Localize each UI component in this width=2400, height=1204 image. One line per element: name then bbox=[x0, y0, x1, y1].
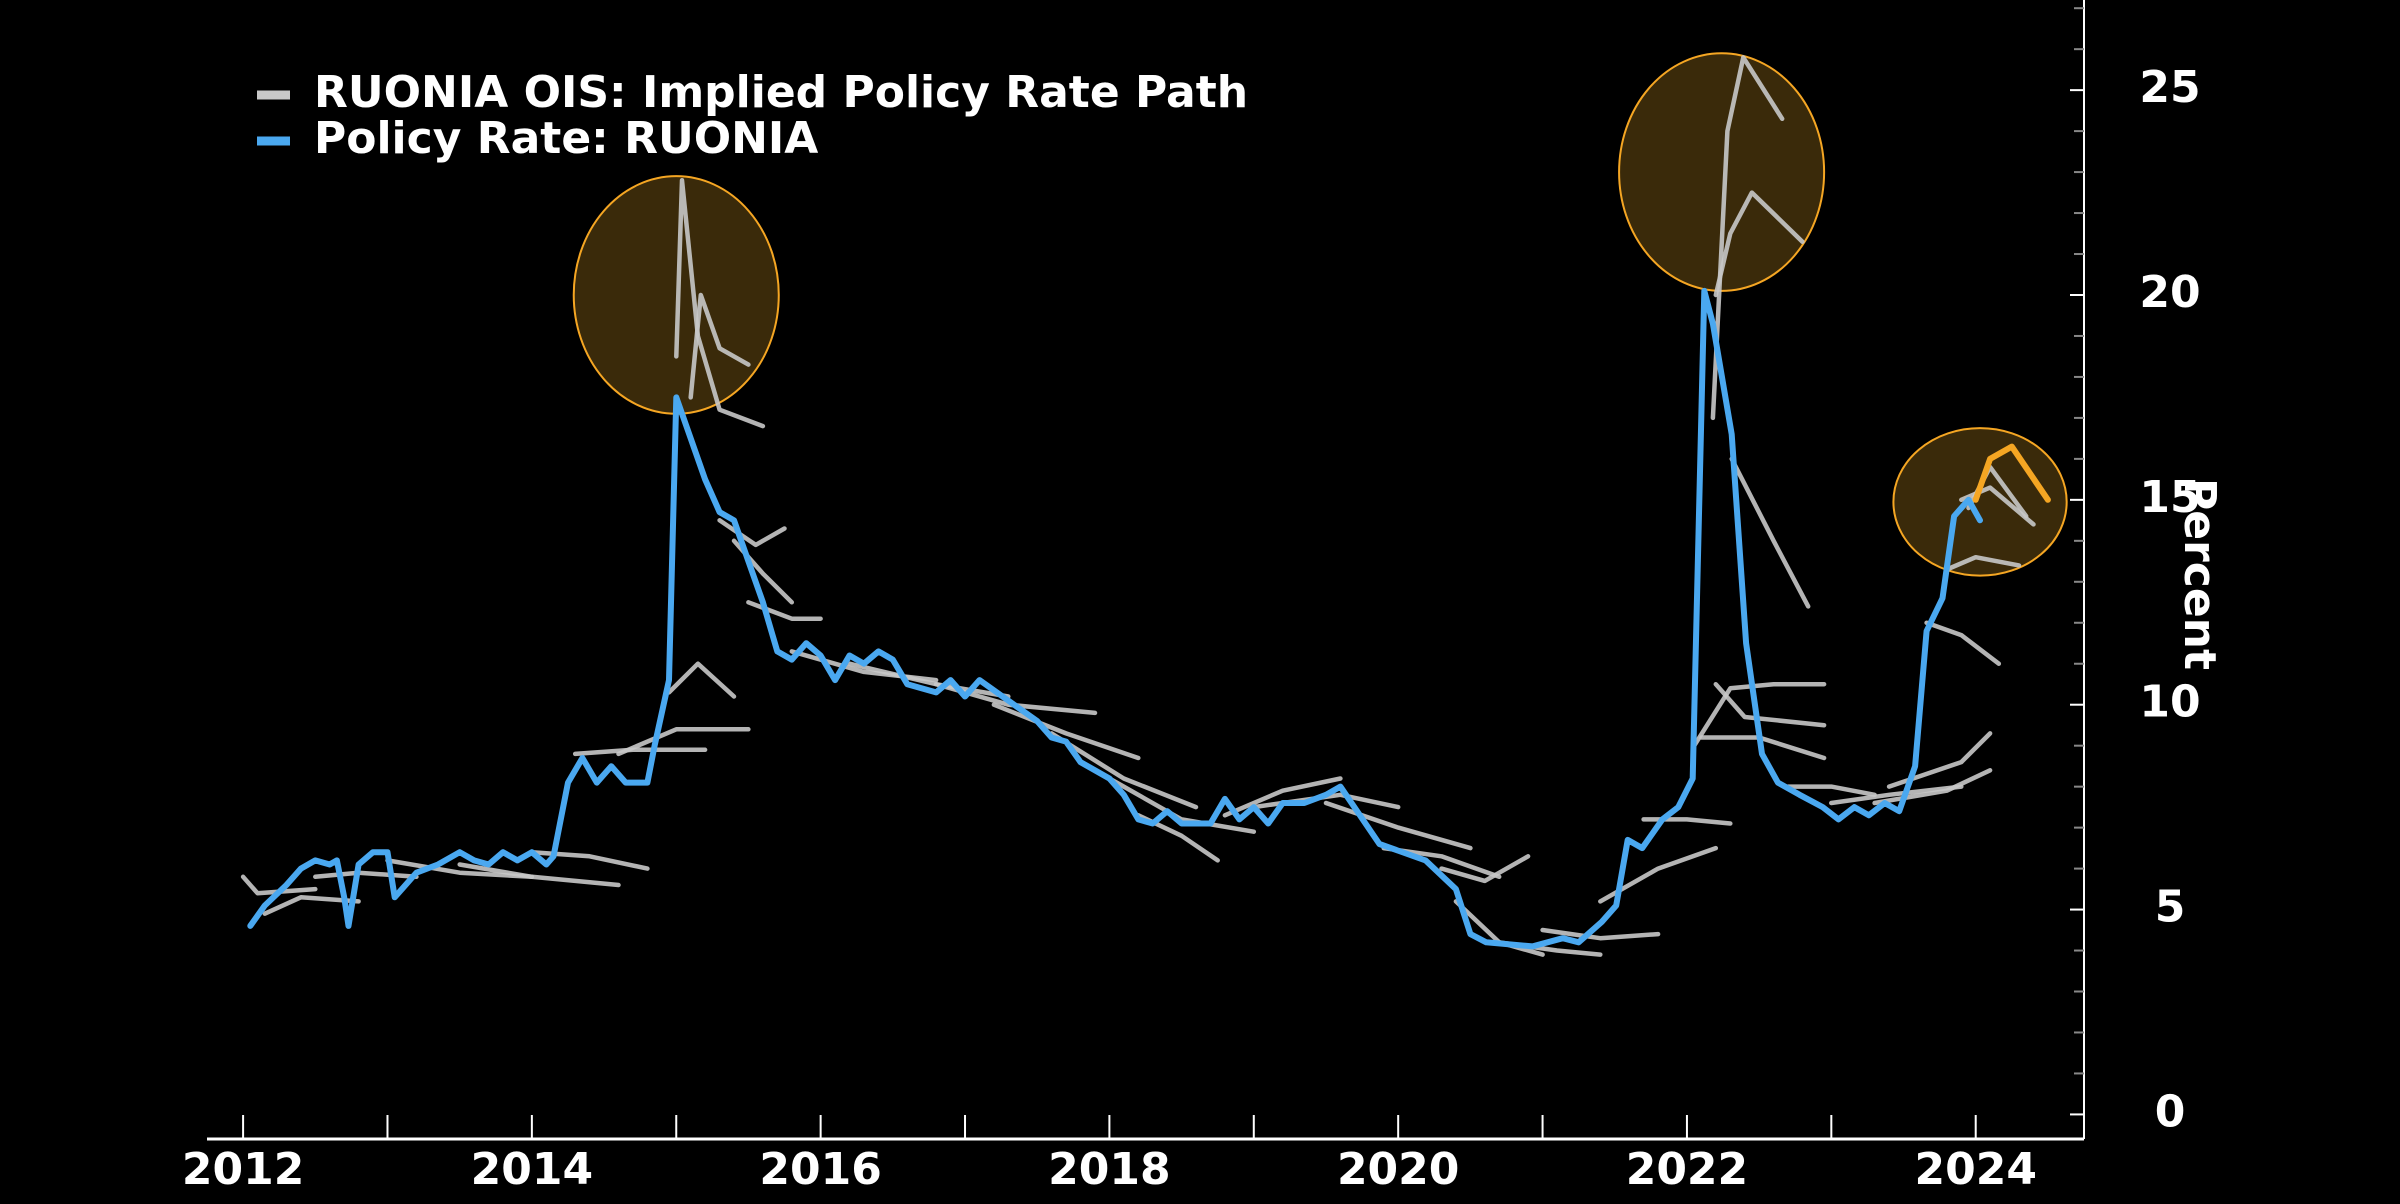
implied-path bbox=[1785, 784, 1877, 798]
implied-path bbox=[688, 292, 751, 400]
x-tick-label: 2018 bbox=[1048, 1144, 1170, 1195]
implied-path bbox=[1924, 620, 2002, 666]
implied-path bbox=[385, 858, 535, 880]
implied-path bbox=[616, 727, 751, 757]
implied-path bbox=[666, 661, 737, 699]
y-axis-title: Percent bbox=[2174, 478, 2225, 670]
implied-path bbox=[1829, 784, 1964, 806]
y-tick-label: 15 bbox=[2139, 472, 2200, 523]
x-tick-label: 2024 bbox=[1914, 1144, 2036, 1195]
highlight-circle bbox=[1618, 52, 1826, 292]
legend-label: RUONIA OIS: Implied Policy Rate Path bbox=[314, 67, 1248, 118]
x-tick-label: 2020 bbox=[1337, 1144, 1459, 1195]
highlight-layer bbox=[572, 52, 2068, 577]
implied-path bbox=[1713, 681, 1827, 728]
y-tick-label: 20 bbox=[2139, 267, 2200, 318]
y-tick-label: 5 bbox=[2155, 882, 2186, 933]
highlight-circle bbox=[1892, 427, 2068, 577]
line-layer bbox=[240, 55, 2051, 957]
y-tick-label: 10 bbox=[2139, 677, 2200, 728]
implied-path bbox=[1540, 927, 1661, 941]
x-tick-label: 2012 bbox=[182, 1144, 304, 1195]
implied-path bbox=[1222, 776, 1343, 818]
implied-path bbox=[262, 895, 361, 916]
implied-path bbox=[1641, 817, 1733, 826]
x-tick-label: 2016 bbox=[759, 1144, 881, 1195]
axis-layer: 2012 2014 2016 2018 2020 2022 2024 0 5 10 15 20 25 bbox=[182, 0, 2201, 1195]
implied-path bbox=[457, 862, 621, 888]
implied-path bbox=[1439, 854, 1531, 884]
implied-path bbox=[1729, 456, 1811, 609]
x-tick-label: 2014 bbox=[471, 1144, 593, 1195]
implied-path bbox=[1959, 485, 2036, 527]
implied-path bbox=[1049, 731, 1199, 810]
policy-rate-line bbox=[247, 287, 1983, 950]
legend: RUONIA OIS: Implied Policy Rate PathPoli… bbox=[257, 67, 1248, 164]
implied-path bbox=[991, 702, 1141, 761]
x-tick-label: 2022 bbox=[1626, 1144, 1748, 1195]
implied-path bbox=[1972, 443, 2051, 503]
implied-path bbox=[240, 874, 318, 896]
implied-path bbox=[1107, 776, 1257, 834]
implied-path bbox=[1872, 768, 1993, 806]
implied-path bbox=[1323, 800, 1473, 851]
implied-path bbox=[717, 518, 787, 548]
legend-label: Policy Rate: RUONIA bbox=[314, 113, 818, 164]
implied-path bbox=[1944, 554, 2022, 572]
y-tick-label: 0 bbox=[2155, 1086, 2186, 1137]
implied-path bbox=[1713, 190, 1805, 298]
y-tick-label: 25 bbox=[2139, 62, 2200, 113]
